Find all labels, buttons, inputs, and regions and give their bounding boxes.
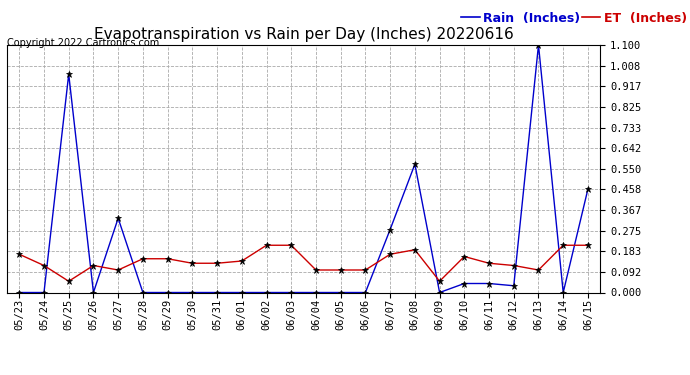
- Text: Copyright 2022 Cartronics.com: Copyright 2022 Cartronics.com: [7, 38, 159, 48]
- Legend: Rain  (Inches), ET  (Inches): Rain (Inches), ET (Inches): [456, 7, 690, 30]
- Title: Evapotranspiration vs Rain per Day (Inches) 20220616: Evapotranspiration vs Rain per Day (Inch…: [94, 27, 513, 42]
